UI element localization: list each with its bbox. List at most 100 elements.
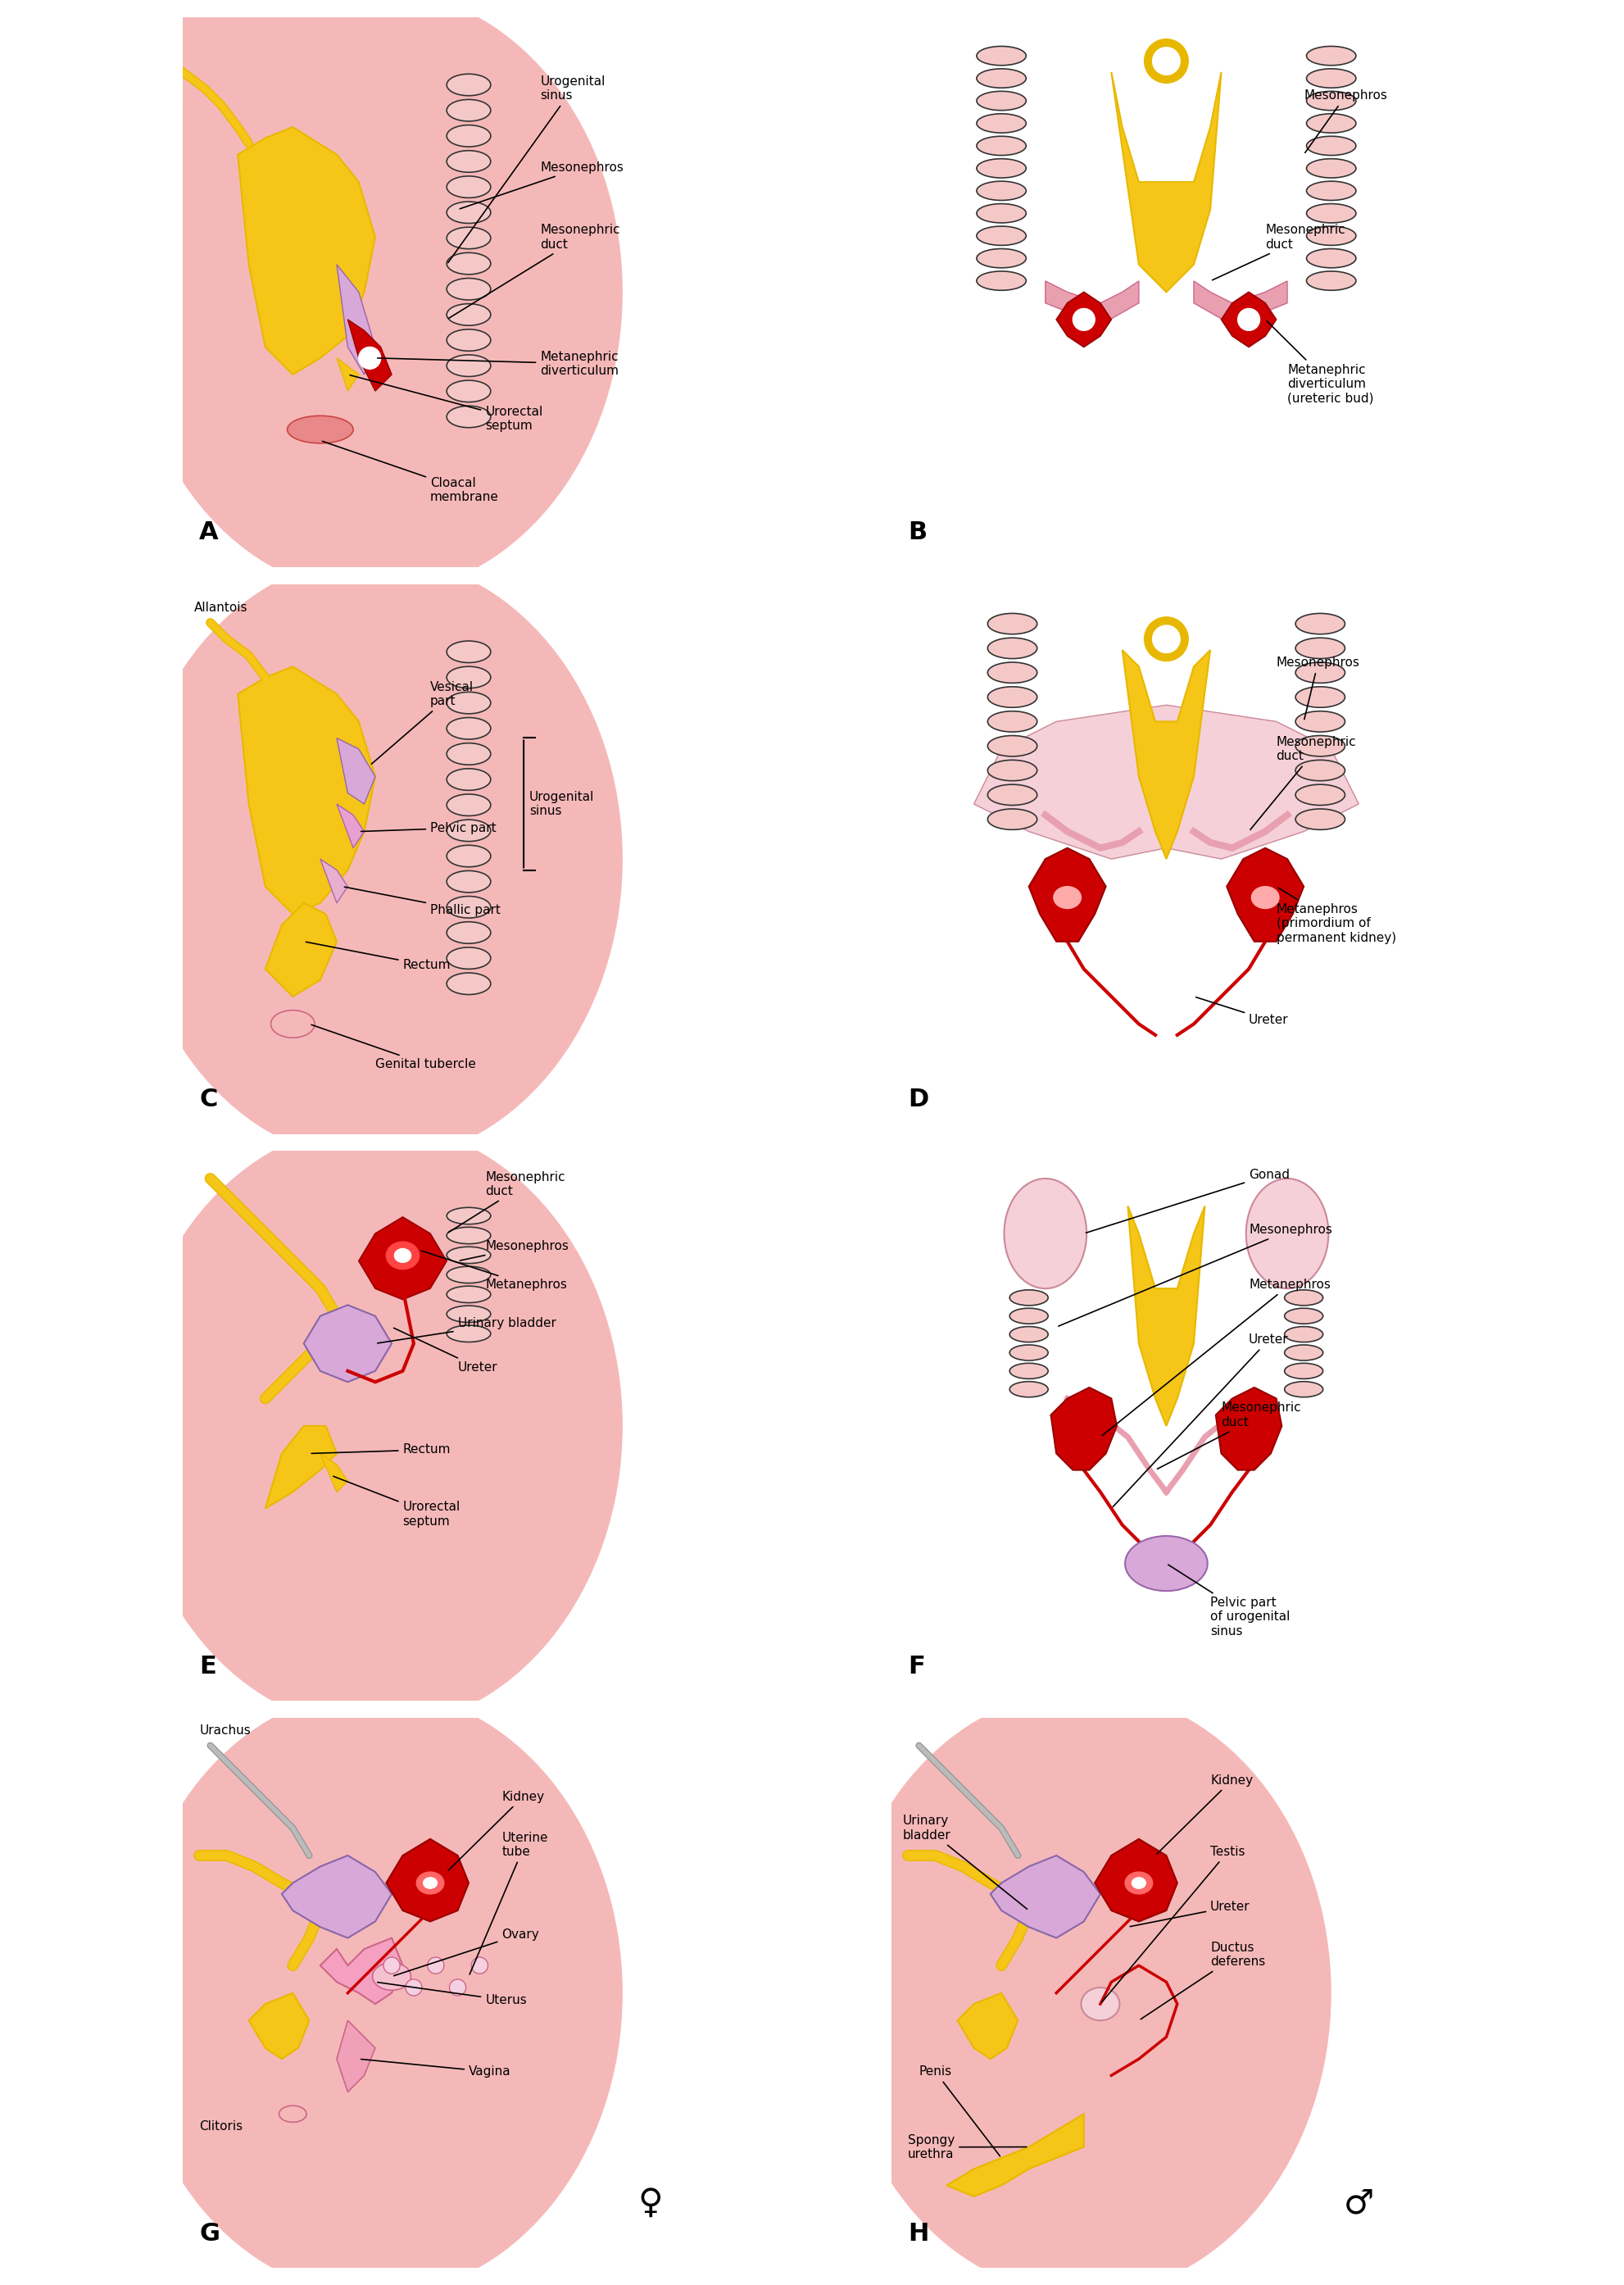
- Text: Mesonephric
duct: Mesonephric duct: [1158, 1403, 1301, 1469]
- Text: Pelvic part
of urogenital
sinus: Pelvic part of urogenital sinus: [1168, 1565, 1289, 1638]
- Ellipse shape: [424, 1878, 437, 1887]
- Ellipse shape: [1010, 1309, 1047, 1323]
- Ellipse shape: [1306, 137, 1356, 155]
- Ellipse shape: [976, 249, 1026, 267]
- Text: Genital tubercle: Genital tubercle: [312, 1024, 476, 1069]
- Polygon shape: [265, 1426, 336, 1508]
- Ellipse shape: [447, 768, 490, 791]
- Ellipse shape: [1296, 612, 1345, 635]
- Ellipse shape: [987, 711, 1038, 731]
- Text: Urorectal
septum: Urorectal septum: [333, 1476, 460, 1526]
- Text: Mesonephros: Mesonephros: [1276, 656, 1359, 720]
- Ellipse shape: [447, 1206, 490, 1225]
- Ellipse shape: [1125, 1536, 1208, 1590]
- Text: Metanephros
(primordium of
permanent kidney): Metanephros (primordium of permanent kid…: [1276, 887, 1397, 944]
- Ellipse shape: [447, 871, 490, 893]
- Ellipse shape: [976, 137, 1026, 155]
- Ellipse shape: [976, 46, 1026, 66]
- Polygon shape: [991, 1855, 1101, 1938]
- Ellipse shape: [1285, 1346, 1324, 1360]
- Polygon shape: [1216, 1387, 1281, 1469]
- Text: H: H: [908, 2221, 929, 2246]
- Ellipse shape: [1306, 114, 1356, 133]
- Ellipse shape: [987, 784, 1038, 804]
- Ellipse shape: [976, 158, 1026, 178]
- Circle shape: [1153, 626, 1181, 654]
- Text: Vesical
part: Vesical part: [372, 681, 474, 763]
- Polygon shape: [320, 1453, 348, 1492]
- Polygon shape: [283, 1855, 391, 1938]
- Text: Urinary
bladder: Urinary bladder: [903, 1814, 1026, 1908]
- Ellipse shape: [447, 379, 490, 402]
- Polygon shape: [304, 1305, 391, 1382]
- Text: Metanephric
diverticulum
(ureteric bud): Metanephric diverticulum (ureteric bud): [1267, 322, 1374, 404]
- Ellipse shape: [1306, 203, 1356, 224]
- Circle shape: [427, 1958, 443, 1974]
- Text: Urorectal
septum: Urorectal septum: [349, 375, 542, 432]
- Ellipse shape: [447, 795, 490, 816]
- Text: Uterus: Uterus: [377, 1983, 526, 2006]
- Ellipse shape: [447, 279, 490, 299]
- Polygon shape: [348, 320, 391, 391]
- Ellipse shape: [1252, 887, 1280, 909]
- Ellipse shape: [987, 612, 1038, 635]
- Circle shape: [1153, 48, 1181, 75]
- Ellipse shape: [836, 1691, 1332, 2285]
- Ellipse shape: [447, 1248, 490, 1264]
- Ellipse shape: [1285, 1382, 1324, 1396]
- Ellipse shape: [987, 761, 1038, 781]
- Ellipse shape: [1296, 761, 1345, 781]
- Ellipse shape: [1306, 226, 1356, 244]
- Polygon shape: [336, 738, 375, 804]
- Ellipse shape: [447, 176, 490, 199]
- Text: Urinary bladder: Urinary bladder: [377, 1316, 555, 1344]
- Polygon shape: [336, 804, 364, 848]
- Text: Mesonephros: Mesonephros: [460, 162, 624, 208]
- Ellipse shape: [128, 0, 622, 594]
- Text: Kidney: Kidney: [448, 1791, 544, 1871]
- Ellipse shape: [447, 151, 490, 171]
- Text: Uterine
tube: Uterine tube: [469, 1830, 547, 1974]
- Ellipse shape: [1010, 1346, 1047, 1360]
- Ellipse shape: [395, 1248, 411, 1261]
- Text: Rectum: Rectum: [305, 941, 450, 971]
- Text: Allantois: Allantois: [193, 601, 247, 615]
- Ellipse shape: [1004, 1179, 1086, 1289]
- Text: Kidney: Kidney: [1156, 1773, 1254, 1853]
- Ellipse shape: [1285, 1364, 1324, 1378]
- Ellipse shape: [128, 1124, 622, 1727]
- Polygon shape: [1221, 292, 1276, 347]
- Ellipse shape: [987, 663, 1038, 683]
- Ellipse shape: [1306, 181, 1356, 201]
- Text: Mesonephros: Mesonephros: [460, 1241, 568, 1261]
- Ellipse shape: [128, 1691, 622, 2285]
- Text: Phallic part: Phallic part: [344, 887, 500, 916]
- Text: Cloacal
membrane: Cloacal membrane: [323, 441, 499, 503]
- Ellipse shape: [987, 736, 1038, 756]
- Ellipse shape: [1296, 784, 1345, 804]
- Ellipse shape: [1054, 887, 1082, 909]
- Ellipse shape: [447, 101, 490, 121]
- Ellipse shape: [1306, 46, 1356, 66]
- Ellipse shape: [447, 1325, 490, 1341]
- Text: Rectum: Rectum: [312, 1444, 450, 1456]
- Ellipse shape: [447, 692, 490, 713]
- Ellipse shape: [1306, 91, 1356, 110]
- Text: Mesonephric
duct: Mesonephric duct: [448, 224, 620, 318]
- Text: Mesonephric
duct: Mesonephric duct: [448, 1170, 565, 1232]
- Polygon shape: [1226, 848, 1304, 941]
- Ellipse shape: [1296, 663, 1345, 683]
- Polygon shape: [320, 1938, 403, 2004]
- Ellipse shape: [447, 1305, 490, 1323]
- Ellipse shape: [1010, 1328, 1047, 1341]
- Ellipse shape: [976, 91, 1026, 110]
- Ellipse shape: [1306, 158, 1356, 178]
- Ellipse shape: [1285, 1328, 1324, 1341]
- Polygon shape: [1122, 649, 1210, 859]
- Ellipse shape: [447, 896, 490, 919]
- Text: Spongy
urethra: Spongy urethra: [908, 2134, 1026, 2159]
- Text: C: C: [200, 1088, 218, 1111]
- Ellipse shape: [1010, 1382, 1047, 1396]
- Text: Mesonephros: Mesonephros: [1304, 89, 1387, 153]
- Ellipse shape: [1296, 809, 1345, 829]
